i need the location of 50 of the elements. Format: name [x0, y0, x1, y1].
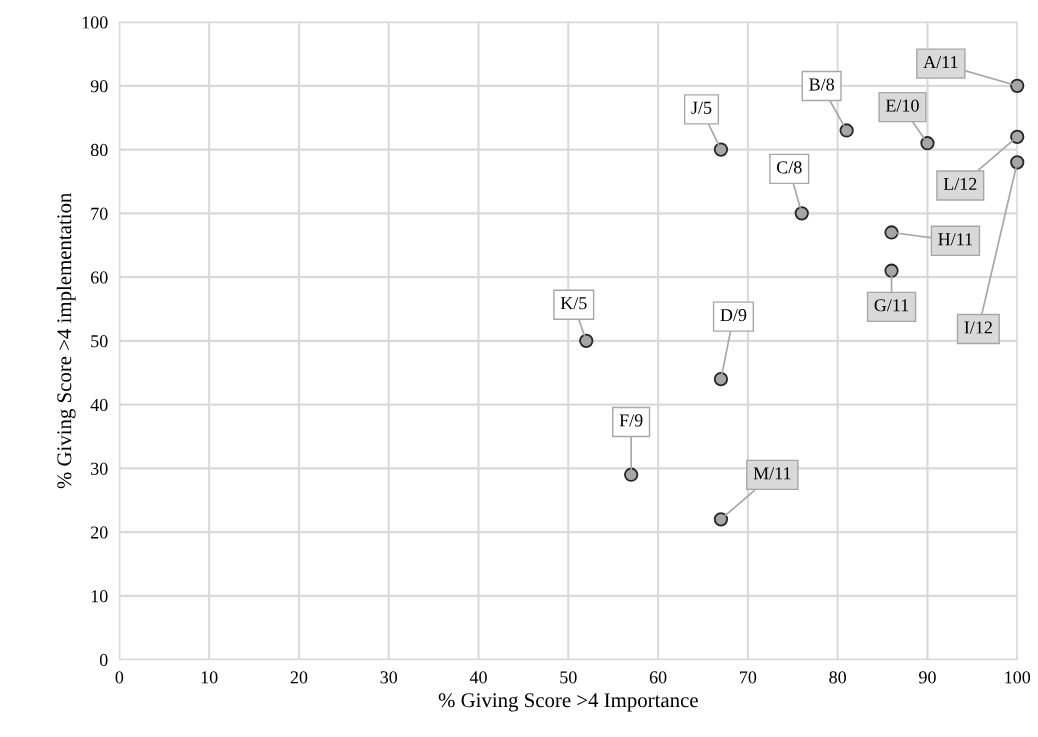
- x-tick-label: 50: [560, 671, 577, 684]
- point: [794, 206, 809, 221]
- point: [884, 263, 899, 278]
- y-tick-label: 0: [99, 653, 108, 667]
- annotation: D/9: [720, 309, 747, 322]
- annotation: J/5: [691, 101, 712, 114]
- annotation: G/11: [874, 299, 909, 312]
- x-tick-label: 0: [115, 671, 124, 684]
- point: [713, 371, 729, 387]
- annotation: M/11: [753, 467, 791, 480]
- y-tick-label: 40: [90, 398, 108, 412]
- annotation: K/5: [560, 297, 587, 310]
- y-tick-label: 30: [91, 462, 108, 475]
- y-tick-label: 100: [82, 16, 108, 29]
- x-tick-label: 60: [649, 671, 667, 684]
- x-tick-label: 20: [290, 671, 308, 684]
- point: [713, 142, 729, 157]
- point: [884, 225, 899, 240]
- y-tick-label: 10: [91, 590, 108, 603]
- annotation: F/9: [619, 414, 643, 427]
- y-tick-label: 50: [91, 335, 108, 348]
- annotation: C/8: [776, 161, 802, 174]
- point: [624, 467, 639, 482]
- x-tick-label: 30: [380, 671, 398, 684]
- x-axis-title: % Giving Score >4 Importance: [438, 693, 698, 712]
- point: [579, 333, 594, 348]
- x-tick-label: 40: [469, 671, 487, 684]
- x-tick-label: 100: [1005, 671, 1031, 684]
- point: [1010, 129, 1025, 144]
- annotation: I/12: [964, 321, 992, 334]
- point: [713, 512, 729, 527]
- y-tick-label: 60: [90, 271, 108, 284]
- x-tick-label: 90: [919, 671, 936, 684]
- x-tick-label: 10: [201, 671, 218, 684]
- annotation: A/11: [923, 56, 958, 69]
- x-tick-label: 70: [740, 671, 757, 684]
- annotation: E/10: [885, 99, 919, 112]
- annotation: L/12: [943, 177, 977, 190]
- y-tick-label: 70: [91, 207, 108, 220]
- point: [920, 136, 935, 151]
- y-tick-label: 80: [90, 143, 108, 157]
- annotation: B/8: [809, 78, 834, 91]
- x-tick-label: 80: [829, 671, 847, 684]
- y-axis-title: % Giving Score >4 implementation: [56, 192, 76, 489]
- point: [1010, 155, 1025, 170]
- y-tick-label: 20: [91, 526, 108, 539]
- point: [1010, 78, 1025, 93]
- point: [839, 123, 854, 138]
- annotation: H/11: [938, 233, 973, 246]
- y-tick-label: 90: [90, 80, 108, 93]
